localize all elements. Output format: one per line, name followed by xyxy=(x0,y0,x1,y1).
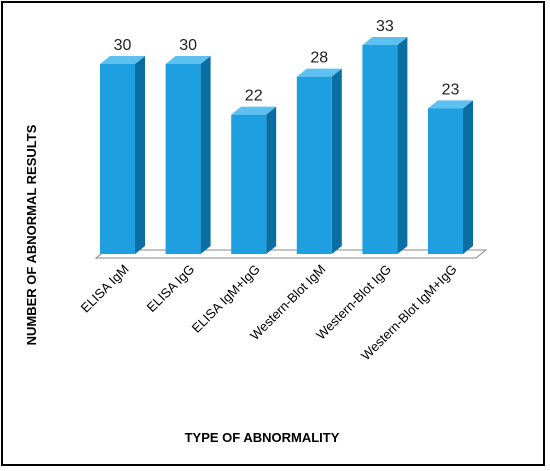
bar-side xyxy=(463,100,473,254)
chart-floor xyxy=(94,249,488,259)
bar-side xyxy=(397,37,408,254)
bar-front xyxy=(165,64,201,254)
bar-side xyxy=(331,68,342,255)
bar-front xyxy=(100,64,135,254)
category-label: ELISA IgM xyxy=(78,262,132,316)
category-label: ELISA IgG xyxy=(144,262,198,316)
bar-front xyxy=(231,114,267,255)
data-label: 30 xyxy=(114,37,132,54)
bar-top xyxy=(100,56,145,64)
bar xyxy=(362,37,408,254)
bar xyxy=(428,100,473,254)
data-label: 23 xyxy=(442,81,460,98)
data-label: 30 xyxy=(179,37,197,54)
bar-front xyxy=(428,108,463,254)
x-axis-title: TYPE OF ABNORMALITY xyxy=(185,430,340,445)
bar-top xyxy=(296,68,342,77)
bar-front xyxy=(362,45,398,254)
bar xyxy=(296,68,342,255)
data-label: 28 xyxy=(310,50,328,67)
bar-top xyxy=(165,56,211,64)
bar-top xyxy=(362,37,408,45)
bar-side xyxy=(135,56,145,254)
data-label: 22 xyxy=(245,88,263,105)
bar-side xyxy=(266,106,277,255)
y-axis-title: NUMBER OF ABNORMAL RESULTS xyxy=(24,124,39,345)
bar-top xyxy=(428,100,473,109)
data-label: 33 xyxy=(376,18,394,35)
category-label: ELISA IgM+IgG xyxy=(189,262,263,336)
bar xyxy=(100,56,145,254)
bar-top xyxy=(231,106,277,115)
bar xyxy=(165,56,211,254)
bar-side xyxy=(200,56,211,254)
bar xyxy=(231,106,277,255)
bar-front xyxy=(296,76,332,255)
